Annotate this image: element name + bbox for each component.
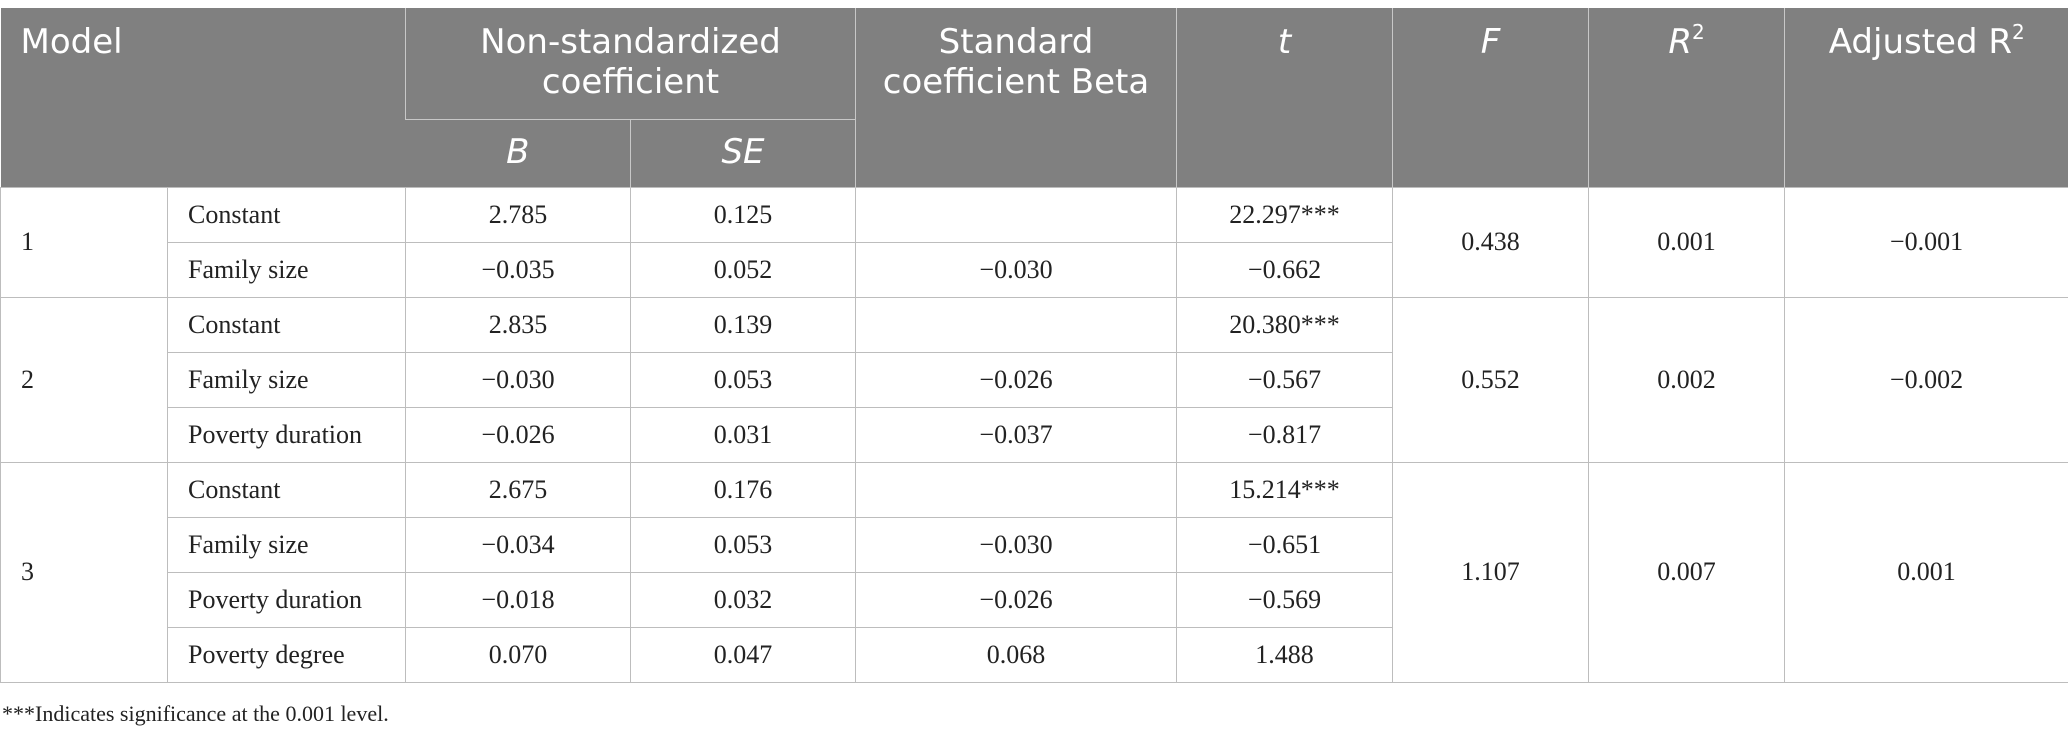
header-r-squared-sup: 2 xyxy=(1691,19,1705,44)
se-value: 0.053 xyxy=(630,516,856,573)
header-b: B xyxy=(405,119,631,187)
header-b-label: B xyxy=(506,131,530,172)
se-value: 0.125 xyxy=(630,186,856,243)
r-squared-value: 0.001 xyxy=(1588,186,1785,298)
header-non-standardized-coefficient: Non-standardized coefficient xyxy=(405,8,856,120)
b-value: 0.070 xyxy=(405,626,631,683)
header-adjusted-r-squared-sup: 2 xyxy=(2011,19,2025,44)
model-number: 1 xyxy=(0,186,168,298)
t-value: 20.380*** xyxy=(1176,296,1393,353)
header-r-squared-base: R xyxy=(1668,22,1692,62)
variable-name: Poverty duration xyxy=(167,406,406,463)
beta-value: −0.030 xyxy=(855,241,1177,298)
adjusted-r-squared-value: 0.001 xyxy=(1784,461,2068,683)
f-value: 1.107 xyxy=(1392,461,1589,683)
table-body: 1 Constant 2.785 0.125 22.297*** 0.438 0… xyxy=(0,186,2068,683)
beta-value: 0.068 xyxy=(855,626,1177,683)
beta-value: −0.037 xyxy=(855,406,1177,463)
b-value: 2.785 xyxy=(405,186,631,243)
t-value: −0.817 xyxy=(1176,406,1393,463)
b-value: 2.835 xyxy=(405,296,631,353)
header-se: SE xyxy=(630,119,856,187)
header-standard-coefficient-beta: Standard coefficient Beta xyxy=(855,8,1177,187)
header-model: Model xyxy=(0,8,406,187)
t-value: −0.662 xyxy=(1176,241,1393,298)
table-row: 3 Constant 2.675 0.176 15.214*** 1.107 0… xyxy=(0,461,2068,683)
model-number: 2 xyxy=(0,296,168,463)
t-value: −0.569 xyxy=(1176,571,1393,628)
variable-name: Family size xyxy=(167,241,406,298)
b-value: −0.030 xyxy=(405,351,631,408)
table-header: Model Non-standardized coefficient Stand… xyxy=(0,8,2068,187)
t-value: −0.567 xyxy=(1176,351,1393,408)
t-value: 15.214*** xyxy=(1176,461,1393,518)
beta-value xyxy=(855,296,1177,353)
table-row: 2 Constant 2.835 0.139 20.380*** 0.552 0… xyxy=(0,296,2068,463)
se-value: 0.176 xyxy=(630,461,856,518)
table-row: Family size −0.030 0.053 −0.026 −0.567 xyxy=(1,351,2068,408)
b-value: 2.675 xyxy=(405,461,631,518)
table-row: Family size −0.034 0.053 −0.030 −0.651 xyxy=(1,516,2068,573)
r-squared-value: 0.002 xyxy=(1588,296,1785,463)
header-se-label: SE xyxy=(721,131,765,172)
t-value: −0.651 xyxy=(1176,516,1393,573)
header-r-squared: R2 xyxy=(1588,8,1785,187)
variable-name: Constant xyxy=(167,296,406,353)
se-value: 0.047 xyxy=(630,626,856,683)
b-value: −0.026 xyxy=(405,406,631,463)
r-squared-value: 0.007 xyxy=(1588,461,1785,683)
regression-table: Model Non-standardized coefficient Stand… xyxy=(0,8,2068,683)
header-adjusted-r-squared: Adjusted R2 xyxy=(1784,8,2068,187)
f-value: 0.438 xyxy=(1392,186,1589,298)
beta-value: −0.030 xyxy=(855,516,1177,573)
table-row: Poverty duration −0.026 0.031 −0.037 −0.… xyxy=(1,406,2068,463)
t-value: 1.488 xyxy=(1176,626,1393,683)
b-value: −0.018 xyxy=(405,571,631,628)
table-footnote: ***Indicates significance at the 0.001 l… xyxy=(2,701,389,726)
f-value: 0.552 xyxy=(1392,296,1589,463)
variable-name: Poverty duration xyxy=(167,571,406,628)
header-f-label: F xyxy=(1480,22,1501,62)
header-t: t xyxy=(1176,8,1393,187)
adjusted-r-squared-value: −0.002 xyxy=(1784,296,2068,463)
variable-name: Family size xyxy=(167,351,406,408)
beta-value xyxy=(855,186,1177,243)
beta-value: −0.026 xyxy=(855,351,1177,408)
t-value: 22.297*** xyxy=(1176,186,1393,243)
se-value: 0.139 xyxy=(630,296,856,353)
beta-value: −0.026 xyxy=(855,571,1177,628)
se-value: 0.053 xyxy=(630,351,856,408)
model-number: 3 xyxy=(0,461,168,683)
b-value: −0.035 xyxy=(405,241,631,298)
header-f: F xyxy=(1392,8,1589,187)
variable-name: Constant xyxy=(167,461,406,518)
se-value: 0.052 xyxy=(630,241,856,298)
table-row: 1 Constant 2.785 0.125 22.297*** 0.438 0… xyxy=(0,186,2068,298)
table-row: Poverty degree 0.070 0.047 0.068 1.488 xyxy=(1,626,2068,683)
variable-name: Constant xyxy=(167,186,406,243)
se-value: 0.032 xyxy=(630,571,856,628)
variable-name: Poverty degree xyxy=(167,626,406,683)
se-value: 0.031 xyxy=(630,406,856,463)
adjusted-r-squared-value: −0.001 xyxy=(1784,186,2068,298)
header-t-label: t xyxy=(1277,22,1292,62)
table-row: Poverty duration −0.018 0.032 −0.026 −0.… xyxy=(1,571,2068,628)
b-value: −0.034 xyxy=(405,516,631,573)
header-adjusted-r-squared-base: Adjusted R xyxy=(1828,22,2012,62)
beta-value xyxy=(855,461,1177,518)
variable-name: Family size xyxy=(167,516,406,573)
